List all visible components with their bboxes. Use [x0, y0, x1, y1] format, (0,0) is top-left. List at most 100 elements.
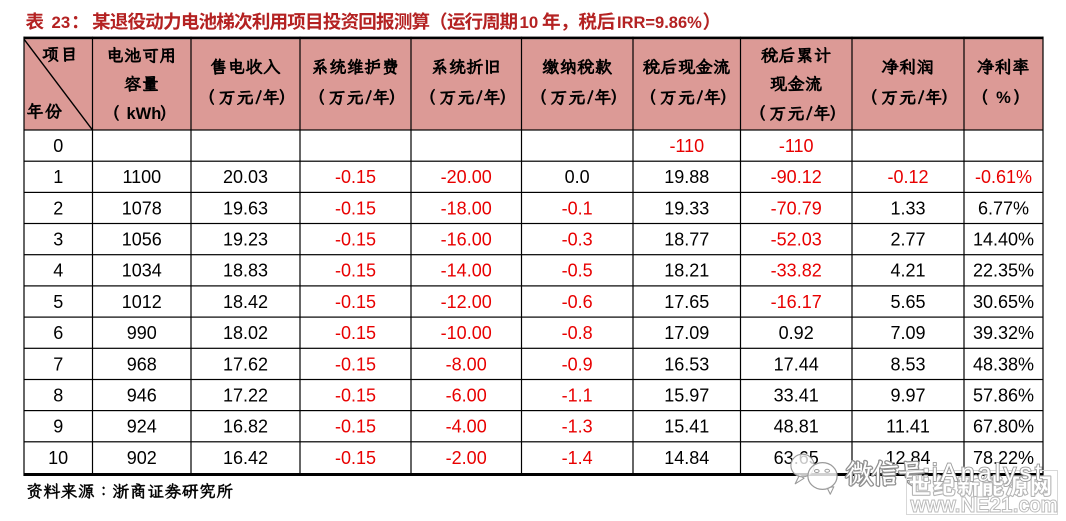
svg-text:kWh: kWh [127, 105, 162, 123]
svg-text:-0.5: -0.5 [562, 261, 593, 281]
svg-text:0: 0 [53, 136, 63, 156]
svg-text:-16.17: -16.17 [771, 292, 822, 312]
svg-text:10: 10 [48, 448, 68, 468]
svg-text:17.22: 17.22 [223, 385, 268, 405]
svg-text:39.32%: 39.32% [973, 323, 1034, 343]
svg-text:15.41: 15.41 [664, 417, 709, 437]
svg-text:-0.15: -0.15 [335, 167, 376, 187]
svg-text:6.77%: 6.77% [978, 198, 1029, 218]
svg-text:902: 902 [127, 448, 157, 468]
svg-text:-90.12: -90.12 [771, 167, 822, 187]
svg-text:1: 1 [53, 167, 63, 187]
svg-text:1034: 1034 [122, 261, 162, 281]
svg-text:-1.4: -1.4 [562, 448, 593, 468]
svg-text:-0.1: -0.1 [562, 198, 593, 218]
svg-text:IRR=9.86%: IRR=9.86% [617, 14, 702, 32]
svg-text:16.42: 16.42 [223, 448, 268, 468]
svg-text:14.40%: 14.40% [973, 230, 1034, 250]
svg-text:18.21: 18.21 [664, 261, 709, 281]
svg-text:-110: -110 [669, 136, 704, 156]
svg-text:-0.15: -0.15 [335, 385, 376, 405]
svg-text:6: 6 [53, 323, 63, 343]
svg-text:8: 8 [53, 385, 63, 405]
svg-text:1.33: 1.33 [890, 198, 925, 218]
svg-text:1078: 1078 [122, 198, 162, 218]
svg-text:-0.15: -0.15 [335, 354, 376, 374]
svg-text:8.53: 8.53 [890, 354, 925, 374]
svg-text::: : [922, 459, 930, 487]
svg-text:10: 10 [520, 13, 539, 32]
svg-text:-1.1: -1.1 [562, 385, 593, 405]
svg-text:9: 9 [53, 417, 63, 437]
svg-text:968: 968 [127, 354, 157, 374]
svg-text:990: 990 [127, 323, 157, 343]
svg-text:1100: 1100 [122, 167, 161, 187]
svg-text:18.02: 18.02 [223, 323, 268, 343]
svg-text:-0.15: -0.15 [335, 292, 376, 312]
svg-text:1012: 1012 [122, 292, 162, 312]
svg-text:67.80%: 67.80% [973, 417, 1034, 437]
svg-text:-0.8: -0.8 [562, 323, 593, 343]
svg-text:-12.00: -12.00 [441, 292, 492, 312]
svg-text:-20.00: -20.00 [441, 167, 492, 187]
svg-text:-110: -110 [779, 136, 814, 156]
svg-text:17.62: 17.62 [223, 354, 268, 374]
svg-text:-70.79: -70.79 [771, 198, 822, 218]
svg-text:-1.3: -1.3 [562, 417, 593, 437]
svg-text:17.09: 17.09 [664, 323, 709, 343]
svg-text:-4.00: -4.00 [446, 417, 487, 437]
svg-text:15.97: 15.97 [664, 385, 709, 405]
svg-text:%: % [996, 89, 1011, 107]
svg-text:23: 23 [52, 13, 71, 32]
svg-text:7: 7 [53, 354, 63, 374]
svg-text:-0.15: -0.15 [335, 230, 376, 250]
svg-text:9.97: 9.97 [890, 385, 925, 405]
svg-text:18.83: 18.83 [223, 261, 268, 281]
svg-text:-2.00: -2.00 [446, 448, 487, 468]
svg-text:4: 4 [53, 261, 63, 281]
svg-text:18.77: 18.77 [664, 230, 709, 250]
svg-text:14.84: 14.84 [664, 448, 709, 468]
svg-text:5: 5 [53, 292, 63, 312]
svg-text:-10.00: -10.00 [441, 323, 492, 343]
svg-text:-0.9: -0.9 [562, 354, 593, 374]
svg-text:2.77: 2.77 [890, 230, 925, 250]
svg-text:17.44: 17.44 [774, 354, 819, 374]
svg-text:19.63: 19.63 [223, 198, 268, 218]
svg-text:-52.03: -52.03 [771, 230, 822, 250]
svg-text:20.03: 20.03 [223, 167, 268, 187]
svg-text:78.22%: 78.22% [973, 448, 1034, 468]
svg-text:www.NE21.com: www.NE21.com [910, 495, 1058, 517]
svg-text:946: 946 [127, 385, 157, 405]
svg-text:22.35%: 22.35% [973, 261, 1034, 281]
svg-text:19.33: 19.33 [664, 198, 709, 218]
svg-text:1056: 1056 [122, 230, 162, 250]
svg-text:4.21: 4.21 [890, 261, 925, 281]
svg-text:-0.6: -0.6 [562, 292, 593, 312]
svg-text:-0.15: -0.15 [335, 261, 376, 281]
svg-text:0.92: 0.92 [779, 323, 814, 343]
svg-text:-18.00: -18.00 [441, 198, 492, 218]
svg-text:57.86%: 57.86% [973, 385, 1034, 405]
svg-text:19.23: 19.23 [223, 230, 268, 250]
svg-text:3: 3 [53, 230, 63, 250]
svg-text:-0.15: -0.15 [335, 448, 376, 468]
svg-text:-0.3: -0.3 [562, 230, 593, 250]
svg-text:33.41: 33.41 [774, 385, 819, 405]
svg-text:-0.15: -0.15 [335, 323, 376, 343]
svg-text:-0.61%: -0.61% [975, 167, 1032, 187]
svg-text:48.38%: 48.38% [973, 354, 1034, 374]
svg-text:-16.00: -16.00 [441, 230, 492, 250]
svg-text:-8.00: -8.00 [446, 354, 487, 374]
svg-text:7.09: 7.09 [890, 323, 925, 343]
svg-text:0.0: 0.0 [565, 167, 590, 187]
svg-text:924: 924 [127, 417, 157, 437]
svg-text:-33.82: -33.82 [771, 261, 822, 281]
svg-text:iAnalyst: iAnalyst [932, 459, 1045, 487]
svg-text:17.65: 17.65 [664, 292, 709, 312]
svg-text:5.65: 5.65 [890, 292, 925, 312]
svg-text:-0.15: -0.15 [335, 198, 376, 218]
svg-text:18.42: 18.42 [223, 292, 268, 312]
svg-text:19.88: 19.88 [664, 167, 709, 187]
svg-text:30.65%: 30.65% [973, 292, 1034, 312]
